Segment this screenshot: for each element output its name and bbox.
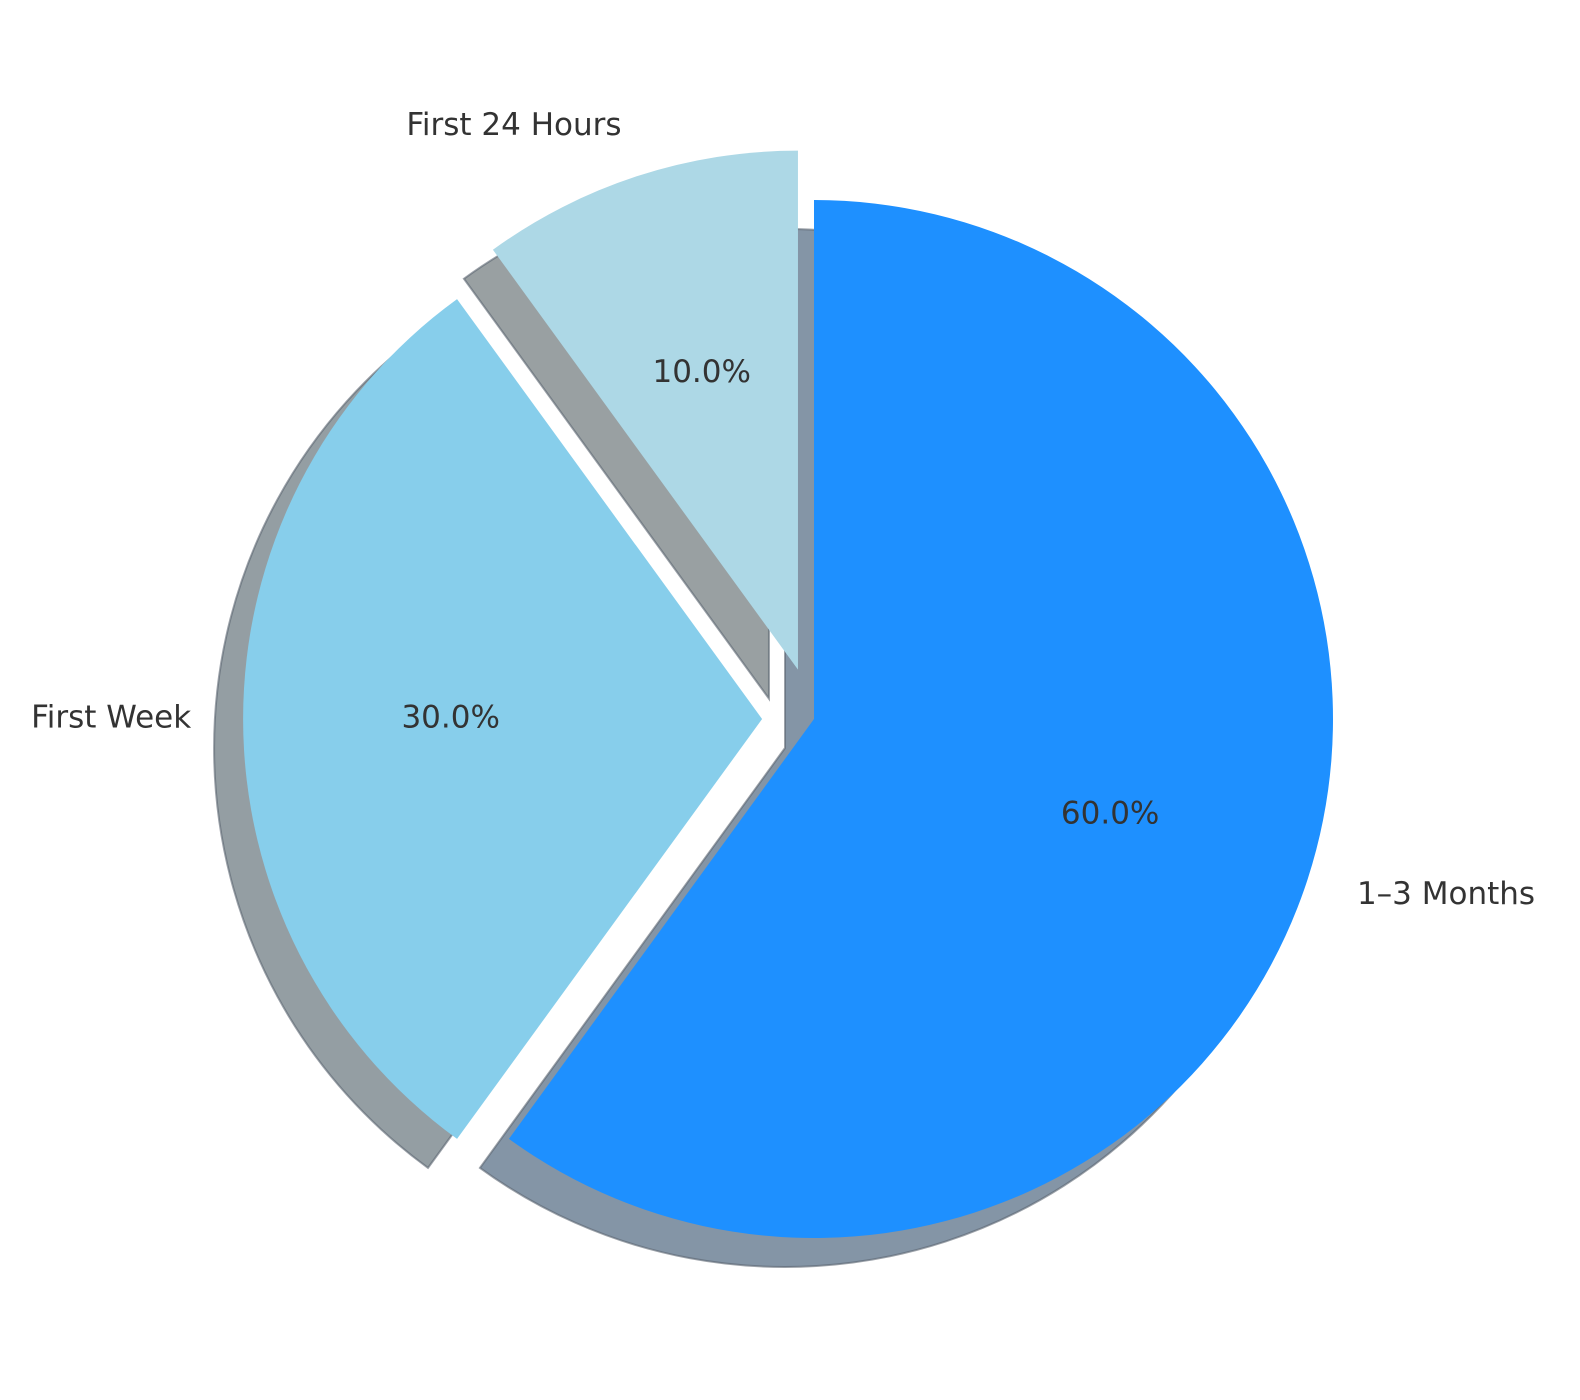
slice [243, 299, 763, 1139]
slice-label: 1–3 Months [1357, 876, 1535, 912]
slice-label: First Week [31, 700, 191, 736]
value-label: 10.0% [652, 354, 750, 390]
slice-label: First 24 Hours [406, 107, 621, 143]
slice [492, 150, 798, 670]
value-label: 60.0% [1061, 796, 1159, 832]
slice [508, 200, 1334, 1238]
value-label: 30.0% [401, 700, 499, 736]
